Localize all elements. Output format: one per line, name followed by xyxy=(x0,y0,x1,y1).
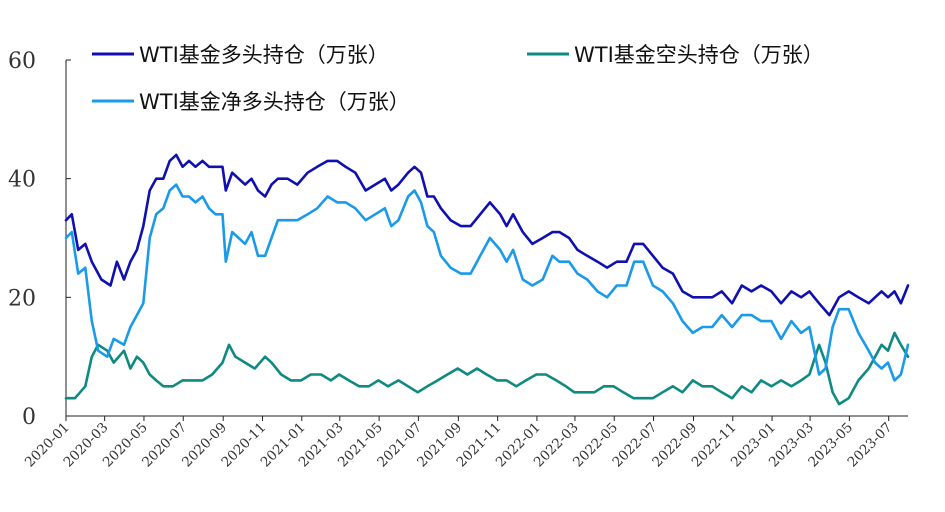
y-tick-label: 40 xyxy=(8,168,36,193)
x-axis-ticks: 2020-012020-032020-052020-072020-092020-… xyxy=(22,416,896,471)
legend-label-long: WTI基金多头持仓（万张） xyxy=(139,43,389,67)
y-axis-ticks: 0 20 40 60 xyxy=(8,49,71,430)
y-tick-label: 60 xyxy=(8,49,36,74)
y-tick-label: 20 xyxy=(8,286,36,311)
series-lines xyxy=(64,153,910,406)
series-line-net-long xyxy=(64,183,910,382)
series-line-long xyxy=(64,153,910,317)
legend-item-net-long: WTI基金净多头持仓（万张） xyxy=(92,90,410,114)
legend-item-long: WTI基金多头持仓（万张） xyxy=(92,43,389,67)
legend: WTI基金多头持仓（万张） WTI基金空头持仓（万张） WTI基金净多头持仓（万… xyxy=(92,43,824,114)
legend-item-short: WTI基金空头持仓（万张） xyxy=(527,43,824,67)
y-tick-label: 0 xyxy=(22,405,36,430)
legend-label-short: WTI基金空头持仓（万张） xyxy=(574,43,824,67)
series-line-short xyxy=(64,331,910,406)
legend-label-net-long: WTI基金净多头持仓（万张） xyxy=(139,90,410,114)
